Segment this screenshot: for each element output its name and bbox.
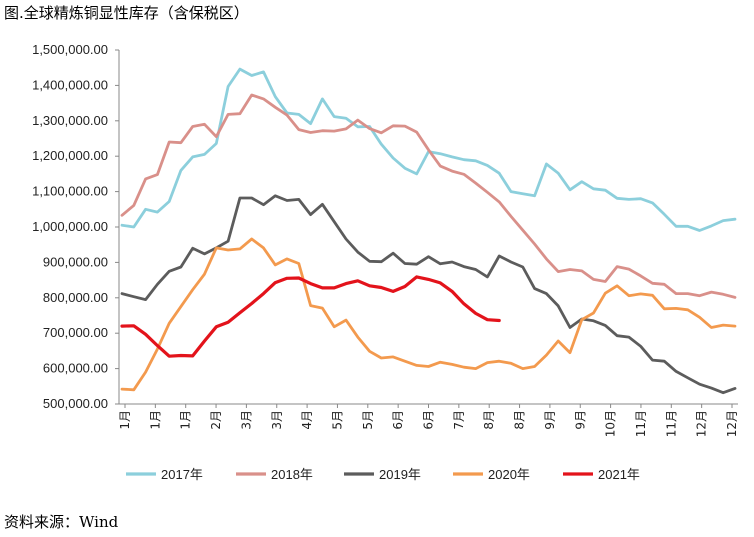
series-line-2020年: [120, 237, 737, 392]
y-tick-label: 700,000.00: [43, 325, 108, 340]
series-line-2018年: [120, 93, 737, 299]
legend-label-2021年: 2021年: [598, 467, 640, 482]
x-tick-label: 10月: [604, 410, 618, 437]
legend-label-2017年: 2017年: [161, 467, 203, 482]
x-tick-label: 8月: [482, 410, 496, 430]
legend-label-2018年: 2018年: [271, 467, 313, 482]
legend-label-2020年: 2020年: [488, 467, 530, 482]
y-tick-label: 1,400,000.00: [32, 77, 108, 92]
x-tick-label: 4月: [300, 410, 314, 430]
source-note: 资料来源：Wind: [4, 513, 119, 531]
x-tick-label: 7月: [452, 410, 466, 430]
y-tick-label: 1,200,000.00: [32, 148, 108, 163]
x-tick-label: 9月: [573, 410, 587, 430]
series-line-2021年: [120, 275, 501, 358]
x-tick-label: 1月: [118, 410, 132, 430]
series-line-2019年: [120, 194, 737, 395]
x-tick-label: 11月: [664, 410, 678, 437]
y-tick-label: 500,000.00: [43, 396, 108, 411]
y-tick-label: 1,000,000.00: [32, 219, 108, 234]
x-tick-label: 8月: [513, 410, 527, 430]
y-tick-label: 900,000.00: [43, 254, 108, 269]
legend: 2017年 2018年 2019年 2020年 2021年: [126, 467, 640, 482]
legend-label-2019年: 2019年: [379, 467, 421, 482]
x-tick-label: 6月: [391, 410, 405, 430]
x-tick-label: 11月: [634, 410, 648, 437]
y-tick-label: 800,000.00: [43, 290, 108, 305]
x-tick-label: 1月: [179, 410, 193, 430]
series-lines: [120, 67, 737, 395]
x-tick-label: 3月: [270, 410, 284, 430]
x-tick-label: 3月: [239, 410, 253, 430]
x-tick-label: 5月: [330, 410, 344, 430]
x-tick-label: 12月: [695, 410, 709, 437]
chart-title: 图.全球精炼铜显性库存（含保税区）: [4, 4, 249, 22]
x-tick-label: 12月: [725, 410, 739, 437]
y-tick-label: 600,000.00: [43, 361, 108, 376]
axes: 500,000.00 600,000.00 700,000.00 800,000.00…: [32, 42, 739, 437]
x-tick-label: 9月: [543, 410, 557, 430]
y-tick-label: 1,100,000.00: [32, 184, 108, 199]
y-tick-label: 1,300,000.00: [32, 113, 108, 128]
x-tick-label: 6月: [422, 410, 436, 430]
x-tick-label: 5月: [361, 410, 375, 430]
x-tick-label: 1月: [148, 410, 162, 430]
y-tick-label: 1,500,000.00: [32, 42, 108, 57]
x-tick-label: 2月: [209, 410, 223, 430]
